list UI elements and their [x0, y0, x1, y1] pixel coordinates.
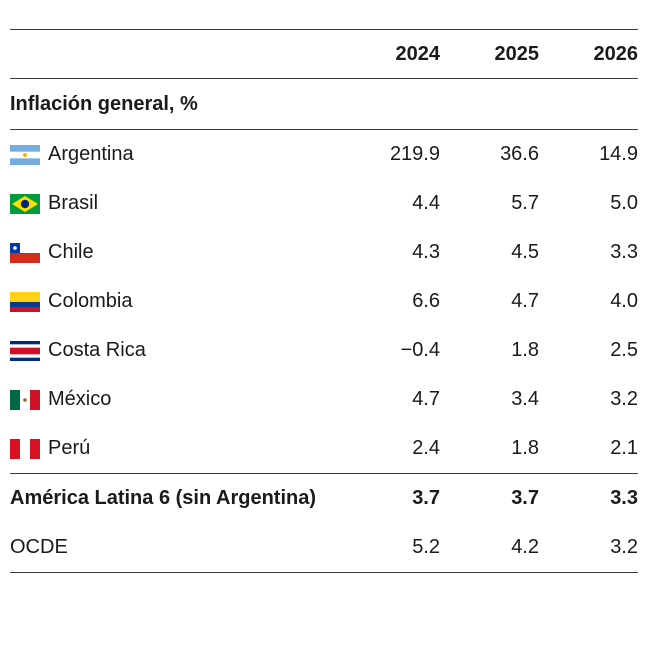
value-2026: 2.5 — [610, 339, 638, 361]
value-2025: 1.8 — [511, 437, 539, 459]
country-cell: Costa Rica — [10, 326, 146, 375]
table-row: México 4.7 3.4 3.2 — [10, 375, 638, 424]
table-row: Costa Rica −0.4 1.8 2.5 — [10, 326, 638, 375]
year-2025-header: 2025 — [494, 42, 540, 65]
country-cell: Chile — [10, 228, 94, 277]
value-2026: 5.0 — [610, 192, 638, 214]
oecd-label: OCDE — [10, 536, 68, 558]
top-rule — [10, 29, 638, 30]
country-cell: Perú — [10, 424, 90, 473]
table-row: Colombia 6.6 4.7 4.0 — [10, 277, 638, 326]
brazil-flag-icon — [10, 193, 40, 214]
chile-flag-icon — [10, 242, 40, 263]
value-2024: 6.6 — [412, 290, 440, 312]
value-2025: 3.4 — [511, 388, 539, 410]
table-row: Perú 2.4 1.8 2.1 — [10, 424, 638, 473]
value-2026: 3.3 — [610, 241, 638, 263]
country-name: Perú — [48, 437, 91, 459]
colombia-flag-icon — [10, 291, 40, 312]
costa-rica-flag-icon — [10, 340, 40, 361]
peru-flag-icon — [10, 438, 40, 459]
country-cell: México — [10, 375, 111, 424]
value-2024: 5.2 — [412, 536, 440, 558]
aggregate-label: América Latina 6 (sin Argentina) — [10, 487, 316, 509]
value-2025: 5.7 — [511, 192, 539, 214]
year-2024-header: 2024 — [395, 42, 441, 65]
value-2026: 4.0 — [610, 290, 638, 312]
year-2026-header: 2026 — [593, 42, 639, 65]
country-cell: Argentina — [10, 130, 134, 179]
value-2024: 219.9 — [389, 143, 440, 165]
value-2025: 4.5 — [511, 241, 539, 263]
value-2025: 3.7 — [511, 487, 539, 509]
oecd-row: OCDE 5.2 4.2 3.2 — [10, 523, 638, 572]
value-2024: 2.4 — [412, 437, 440, 459]
value-2025: 36.6 — [500, 143, 539, 165]
country-cell: Colombia — [10, 277, 132, 326]
value-2026: 3.2 — [610, 388, 638, 410]
country-name: Argentina — [48, 143, 134, 165]
table-row: Chile 4.3 4.5 3.3 — [10, 228, 638, 277]
aggregate-rule — [10, 473, 638, 474]
section-rule — [10, 129, 638, 130]
value-2026: 3.2 — [610, 536, 638, 558]
mexico-flag-icon — [10, 389, 40, 410]
value-2024: 4.3 — [412, 241, 440, 263]
country-name: Costa Rica — [48, 339, 146, 361]
country-name: Colombia — [48, 290, 133, 312]
value-2024: 4.7 — [412, 388, 440, 410]
header-row: 2024 2025 2026 — [10, 30, 639, 78]
table-row: Argentina 219.9 36.6 14.9 — [10, 130, 638, 179]
country-name: Chile — [48, 241, 94, 263]
table-row: Brasil 4.4 5.7 5.0 — [10, 179, 638, 228]
inflation-table: 2024 2025 2026 Inflación general, % Arge… — [10, 29, 638, 573]
aggregate-row: América Latina 6 (sin Argentina) 3.7 3.7… — [10, 474, 638, 523]
section-title-row: Inflación general, % — [10, 79, 638, 129]
value-2025: 4.7 — [511, 290, 539, 312]
bottom-rule — [10, 572, 638, 573]
country-cell: Brasil — [10, 179, 98, 228]
value-2026: 3.3 — [610, 487, 638, 509]
argentina-flag-icon — [10, 144, 40, 165]
value-2024: 4.4 — [412, 192, 440, 214]
value-2025: 4.2 — [511, 536, 539, 558]
country-name: México — [48, 388, 112, 410]
section-title: Inflación general, % — [10, 92, 198, 115]
value-2024: 3.7 — [412, 487, 440, 509]
country-name: Brasil — [48, 192, 99, 214]
value-2026: 14.9 — [599, 143, 638, 165]
value-2024: −0.4 — [400, 339, 440, 361]
value-2025: 1.8 — [511, 339, 539, 361]
value-2026: 2.1 — [610, 437, 638, 459]
header-rule — [10, 78, 638, 79]
